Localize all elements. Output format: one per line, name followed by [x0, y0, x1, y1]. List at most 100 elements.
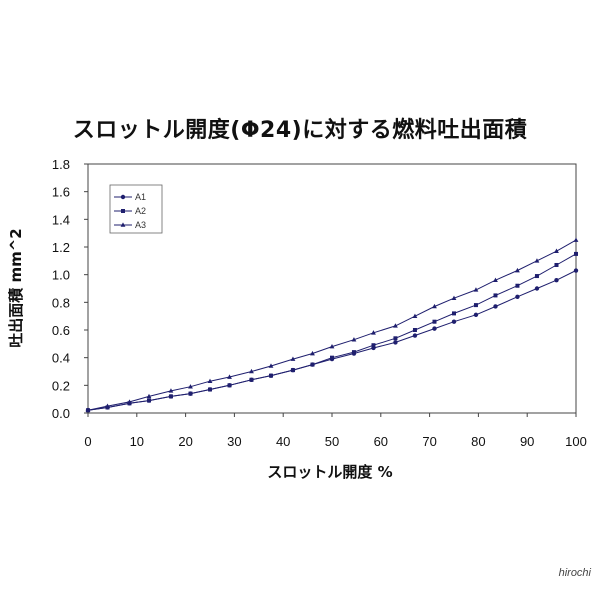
data-point-a1	[554, 278, 559, 283]
data-point-a3	[146, 393, 152, 399]
series-a1	[85, 268, 579, 413]
data-point-a3	[127, 399, 132, 404]
y-tick-label: 1.4	[52, 212, 70, 227]
data-point-a3	[351, 337, 357, 342]
data-point-a3	[554, 248, 559, 253]
data-point-a1	[473, 312, 479, 317]
legend-label: A2	[135, 206, 146, 216]
data-point-a2	[208, 387, 212, 392]
data-point-a2	[473, 303, 478, 308]
data-point-a2	[452, 311, 456, 316]
data-point-a3	[188, 384, 193, 389]
data-point-a2	[269, 373, 273, 378]
y-tick-label: 1.0	[52, 268, 70, 283]
x-tick-label: 40	[276, 434, 290, 449]
data-point-a2	[554, 262, 559, 267]
x-tick-label: 80	[471, 434, 485, 449]
series-layer	[85, 237, 579, 413]
legend-label: A3	[135, 220, 146, 230]
data-point-a3	[268, 363, 274, 368]
data-point-a3	[393, 323, 398, 328]
legend-marker	[120, 222, 126, 227]
data-point-a1	[573, 268, 579, 273]
y-tick-label: 0.4	[52, 351, 70, 366]
y-tick-label: 1.2	[52, 240, 70, 255]
x-tick-label: 90	[520, 434, 534, 449]
legend-item-a3: A3	[114, 220, 146, 230]
data-point-a2	[290, 368, 295, 373]
data-point-a1	[451, 319, 457, 324]
data-point-a3	[432, 303, 437, 309]
chart-title: スロットル開度(Φ24)に対する燃料吐出面積	[72, 118, 528, 143]
data-point-a3	[207, 378, 213, 383]
y-tick-label: 0.2	[52, 378, 70, 393]
legend: A1 A2 A3	[109, 184, 163, 234]
data-point-a3	[493, 277, 498, 282]
data-point-a1	[534, 286, 540, 291]
data-point-a2	[351, 350, 356, 355]
data-point-a3	[534, 258, 540, 263]
x-tick-label: 50	[325, 434, 339, 449]
legend-item-a2: A2	[114, 206, 146, 216]
series-line-a3	[87, 239, 577, 411]
data-point-a2	[310, 362, 315, 367]
data-point-a2	[227, 383, 232, 388]
legend-label: A1	[135, 192, 146, 202]
data-point-a3	[310, 350, 315, 356]
x-tick-label: 0	[84, 434, 91, 449]
data-point-a3	[249, 368, 254, 374]
data-point-a2	[412, 328, 417, 332]
data-point-a3	[412, 313, 418, 318]
series-line-a1	[87, 270, 577, 411]
y-tick-label: 0.0	[52, 406, 70, 421]
data-point-a2	[432, 319, 437, 324]
y-tick-label: 1.6	[52, 185, 70, 200]
data-point-a2	[393, 336, 398, 341]
x-tick-label: 100	[565, 434, 587, 449]
data-point-a2	[371, 343, 376, 348]
data-point-a2	[534, 274, 539, 279]
data-point-a2	[493, 293, 498, 298]
data-point-a3	[290, 356, 296, 361]
data-point-a3	[227, 374, 232, 379]
data-point-a2	[574, 251, 578, 256]
x-axis: 0 10 20 30 40 50 60 70 80 90 100	[84, 413, 587, 449]
legend-item-a1: A1	[114, 192, 146, 202]
data-point-a1	[493, 304, 498, 309]
data-point-a3	[371, 330, 376, 335]
watermark: hirochi	[558, 567, 591, 579]
y-tick-label: 0.6	[52, 323, 70, 338]
data-point-a2	[249, 377, 254, 382]
data-point-a3	[168, 388, 174, 393]
data-point-a3	[515, 267, 520, 273]
data-point-a3	[329, 344, 335, 349]
legend-marker	[120, 194, 126, 200]
x-tick-label: 30	[227, 434, 241, 449]
data-point-a1	[412, 333, 418, 338]
x-tick-label: 70	[422, 434, 436, 449]
data-point-a2	[330, 355, 334, 360]
data-point-a2	[188, 391, 193, 396]
data-point-a3	[573, 237, 579, 242]
data-point-a1	[515, 294, 520, 299]
x-tick-label: 20	[178, 434, 192, 449]
data-point-a3	[473, 287, 479, 292]
x-axis-title: スロットル開度 %	[267, 463, 392, 481]
y-axis-title: 吐出面積 mm^2	[7, 228, 25, 348]
series-a3	[85, 237, 579, 413]
data-point-a2	[515, 283, 520, 288]
y-axis: 0.0 0.2 0.4 0.6 0.8 1.0 1.2 1.4 1.6 1.8	[52, 157, 88, 421]
y-tick-label: 0.8	[52, 295, 70, 310]
x-tick-label: 60	[374, 434, 388, 449]
data-point-a2	[168, 394, 173, 399]
data-point-a1	[432, 326, 437, 331]
x-tick-label: 10	[130, 434, 144, 449]
data-point-a3	[105, 403, 110, 408]
data-point-a2	[147, 398, 151, 403]
data-point-a3	[85, 407, 91, 413]
data-point-a1	[393, 340, 398, 345]
y-tick-label: 1.8	[52, 157, 70, 172]
data-point-a3	[451, 295, 457, 300]
legend-marker	[121, 209, 125, 213]
